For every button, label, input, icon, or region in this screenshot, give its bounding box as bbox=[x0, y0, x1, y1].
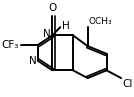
Text: OCH₃: OCH₃ bbox=[89, 17, 112, 26]
Text: N: N bbox=[43, 29, 51, 39]
Text: O: O bbox=[48, 3, 56, 13]
Text: CF₃: CF₃ bbox=[1, 40, 19, 50]
Text: H: H bbox=[62, 21, 70, 31]
Text: N: N bbox=[29, 56, 36, 66]
Text: Cl: Cl bbox=[122, 79, 133, 89]
